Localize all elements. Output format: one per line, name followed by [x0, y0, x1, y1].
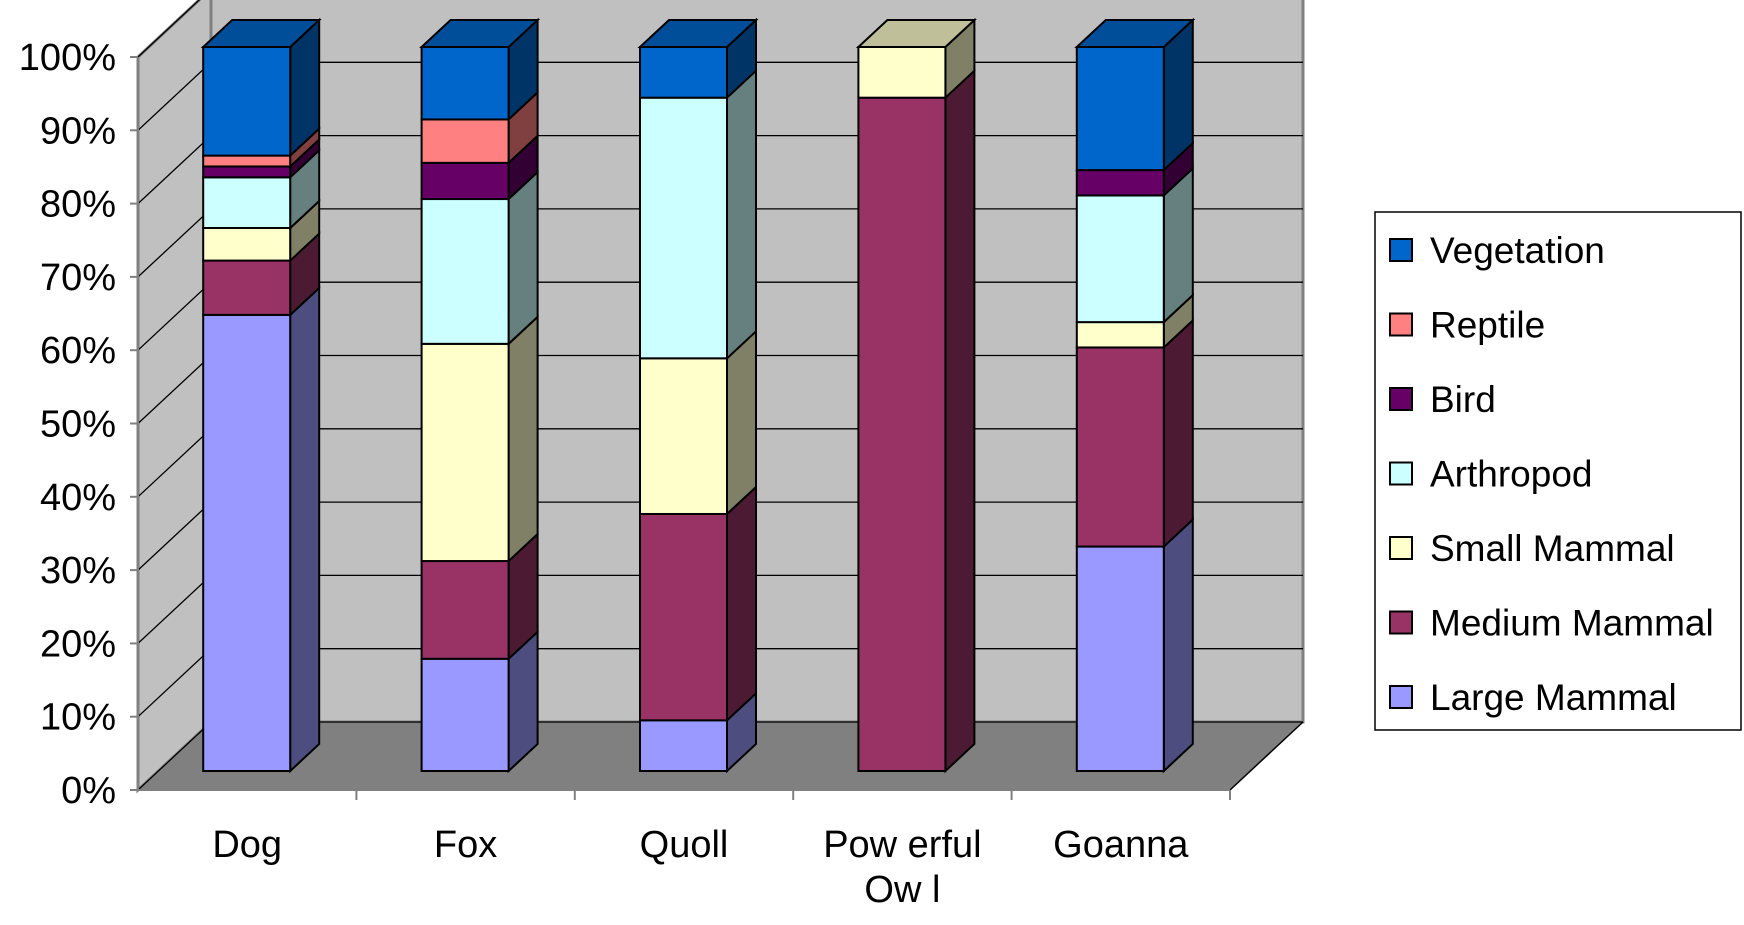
- bar-segment-vegetation: [420, 46, 510, 121]
- floor-edge: [1229, 721, 1304, 791]
- bar-segment-medium-mammal: [639, 512, 728, 722]
- bar-segment-large-mammal: [639, 719, 728, 773]
- legend-swatch: [1389, 461, 1413, 486]
- x-tick-label: Dog: [212, 824, 282, 866]
- bar-segment-large-mammal: [1075, 545, 1165, 772]
- bar-segment-large-mammal-side: [289, 285, 321, 774]
- bar-segment-vegetation-top: [1074, 19, 1196, 48]
- y-tick-label: 20%: [40, 623, 116, 665]
- legend-item: Arthropod: [1389, 454, 1593, 495]
- bar-segment-small-mammal-top: [855, 19, 977, 48]
- legend-item: Vegetation: [1389, 230, 1605, 271]
- axes: [130, 56, 1231, 800]
- bar-segment-vegetation: [1075, 46, 1165, 172]
- y-tick-label: 100%: [19, 37, 116, 79]
- bar-segment-medium-mammal-side: [726, 484, 757, 723]
- y-tick-label: 10%: [40, 697, 116, 739]
- legend-item: Reptile: [1389, 305, 1545, 346]
- bar-segment-arthropod: [1075, 194, 1165, 324]
- bar-segment-medium-mammal-side: [944, 68, 976, 774]
- legend-label: Large Mammal: [1430, 677, 1677, 718]
- bar-segment-arthropod-side: [507, 169, 539, 347]
- legend-swatch: [1389, 536, 1413, 560]
- bar-segment-arthropod: [202, 176, 292, 230]
- legend-swatch: [1389, 610, 1413, 635]
- gridline: [137, 0, 201, 58]
- legend-label: Vegetation: [1430, 230, 1605, 271]
- legend-label: Bird: [1430, 379, 1496, 420]
- bar-segment-medium-mammal-side: [1162, 318, 1194, 549]
- bar-powerful-owl: [855, 17, 977, 774]
- bar-segment-vegetation: [639, 46, 728, 99]
- bar-segment-reptile: [420, 118, 510, 164]
- bar-segment-large-mammal-side: [1162, 517, 1194, 774]
- bar-dog: [200, 17, 322, 774]
- legend-swatch: [1389, 685, 1413, 709]
- bar-segment-small-mammal: [639, 357, 728, 515]
- legend-label: Arthropod: [1430, 454, 1593, 495]
- legend-swatch: [1389, 312, 1413, 337]
- bar-segment-small-mammal-side: [507, 314, 539, 564]
- y-tick-label: 60%: [40, 330, 116, 372]
- tick-labels: 0% 10% 20% 30% 40% 50% 60% 70% 80% 90% 100% Dog Fox Q…: [19, 37, 1189, 911]
- side-wall: [136, 0, 213, 794]
- bar-segment-arthropod: [420, 198, 510, 345]
- bar-segment-medium-mammal: [1075, 346, 1165, 548]
- legend-label: Reptile: [1430, 305, 1545, 346]
- bar-segment-vegetation: [202, 46, 292, 157]
- y-tick-label: 40%: [40, 477, 116, 519]
- bar-segment-vegetation-top: [200, 19, 322, 48]
- bar-segment-small-mammal: [202, 227, 292, 262]
- y-tick-label: 50%: [40, 404, 116, 446]
- bar-segment-small-mammal-side: [726, 329, 757, 517]
- bar-segment-large-mammal: [202, 313, 292, 772]
- bar-segment-small-mammal: [420, 342, 510, 563]
- bar-segment-medium-mammal: [420, 560, 510, 660]
- y-tick-label: 90%: [40, 110, 116, 152]
- legend-item: Bird: [1389, 379, 1496, 420]
- legend: Vegetation Reptile Bird Arthropod Small Mamm…: [1374, 211, 1742, 731]
- legend-swatch: [1389, 387, 1413, 411]
- legend-swatch: [1389, 238, 1413, 262]
- bar-segment-arthropod: [639, 96, 728, 360]
- bars: [200, 17, 1196, 774]
- legend-label: Small Mammal: [1430, 528, 1675, 569]
- bar-segment-small-mammal: [1075, 321, 1165, 349]
- x-tick-label: Goanna: [1053, 824, 1189, 866]
- bar-segment-vegetation-top: [637, 19, 759, 48]
- bar-segment-medium-mammal: [202, 259, 292, 316]
- bar-segment-bird: [202, 165, 292, 179]
- y-tick-label: 30%: [40, 550, 116, 592]
- bar-fox: [419, 17, 541, 774]
- bar-segment-arthropod-side: [726, 68, 757, 361]
- x-tick-label: Fox: [434, 824, 497, 866]
- bar-segment-vegetation-top: [419, 19, 541, 48]
- legend-item: Medium Mammal: [1389, 603, 1714, 644]
- bar-segment-large-mammal: [420, 657, 510, 773]
- legend-label: Medium Mammal: [1430, 603, 1714, 644]
- x-tick-label: Pow erful Ow l: [823, 824, 981, 911]
- y-tick-label: 70%: [40, 257, 116, 299]
- legend-item: Large Mammal: [1389, 677, 1677, 718]
- x-tick-label: Quoll: [640, 824, 729, 866]
- y-tick-label: 80%: [40, 184, 116, 226]
- bar-segment-medium-mammal: [857, 96, 947, 773]
- bar-segment-bird: [420, 161, 510, 201]
- legend-item: Small Mammal: [1389, 528, 1675, 569]
- bar-quoll: [637, 17, 759, 774]
- bar-segment-bird: [1075, 169, 1165, 197]
- bar-segment-reptile: [202, 154, 292, 168]
- y-tick-label: 0%: [61, 770, 116, 812]
- legend-box: [1374, 211, 1742, 731]
- bar-goanna: [1074, 17, 1196, 774]
- bar-segment-small-mammal: [857, 46, 947, 99]
